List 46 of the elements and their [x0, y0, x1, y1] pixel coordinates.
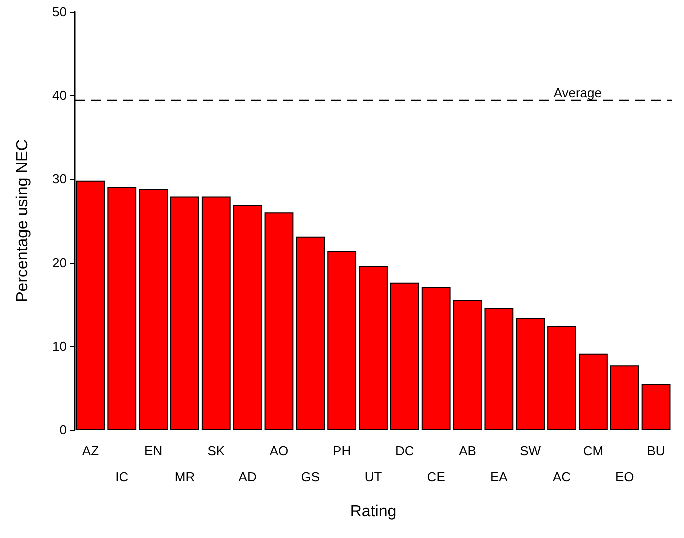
- bar: [139, 189, 168, 430]
- bar: [453, 300, 482, 430]
- y-tick-label: 0: [60, 422, 67, 438]
- bar: [328, 251, 357, 430]
- x-tick-label: AZ: [82, 444, 100, 458]
- bar: [548, 326, 576, 430]
- bar: [170, 196, 200, 430]
- x-tick-label: AB: [459, 444, 476, 458]
- y-tick-label: 50: [52, 4, 67, 20]
- x-tick-label: AC: [552, 470, 572, 484]
- x-tick-label: SK: [208, 444, 226, 458]
- x-tick-label: IC: [116, 470, 129, 484]
- x-tick-label: AO: [270, 444, 289, 458]
- bar: [233, 205, 262, 430]
- bar: [202, 196, 231, 430]
- bar: [642, 384, 671, 430]
- y-tick-label: 30: [52, 172, 67, 187]
- bar: [264, 212, 294, 430]
- bar: [296, 236, 326, 430]
- y-axis-title: Percentage using NEC: [14, 140, 32, 302]
- x-tick-label: SW: [520, 444, 542, 458]
- bar: [610, 366, 640, 430]
- bar: [484, 308, 514, 430]
- ref-line-label: Average: [554, 86, 602, 101]
- x-tick-label: AD: [238, 470, 257, 484]
- x-tick-label: PH: [333, 444, 352, 458]
- bar: [422, 287, 451, 430]
- bar: [108, 188, 137, 430]
- bar: [578, 354, 608, 430]
- bar: [359, 266, 388, 430]
- x-tick-label: CE: [427, 470, 446, 484]
- x-tick-label: EO: [615, 470, 634, 484]
- y-tick-label: 10: [52, 338, 67, 354]
- x-tick-label: CM: [583, 444, 604, 458]
- x-axis-title: Rating: [350, 504, 397, 520]
- x-tick-label: BU: [647, 444, 666, 458]
- y-tick-label: 20: [52, 255, 67, 270]
- x-tick-label: GS: [301, 470, 320, 484]
- bar: [516, 318, 546, 430]
- x-tick-label: EA: [490, 470, 508, 484]
- y-tick-label: 40: [52, 88, 67, 104]
- x-tick-label: DC: [396, 444, 414, 458]
- x-tick-label: UT: [364, 470, 382, 484]
- x-tick-label: MR: [174, 470, 196, 484]
- bar: [390, 282, 420, 430]
- x-tick-label: EN: [144, 444, 163, 458]
